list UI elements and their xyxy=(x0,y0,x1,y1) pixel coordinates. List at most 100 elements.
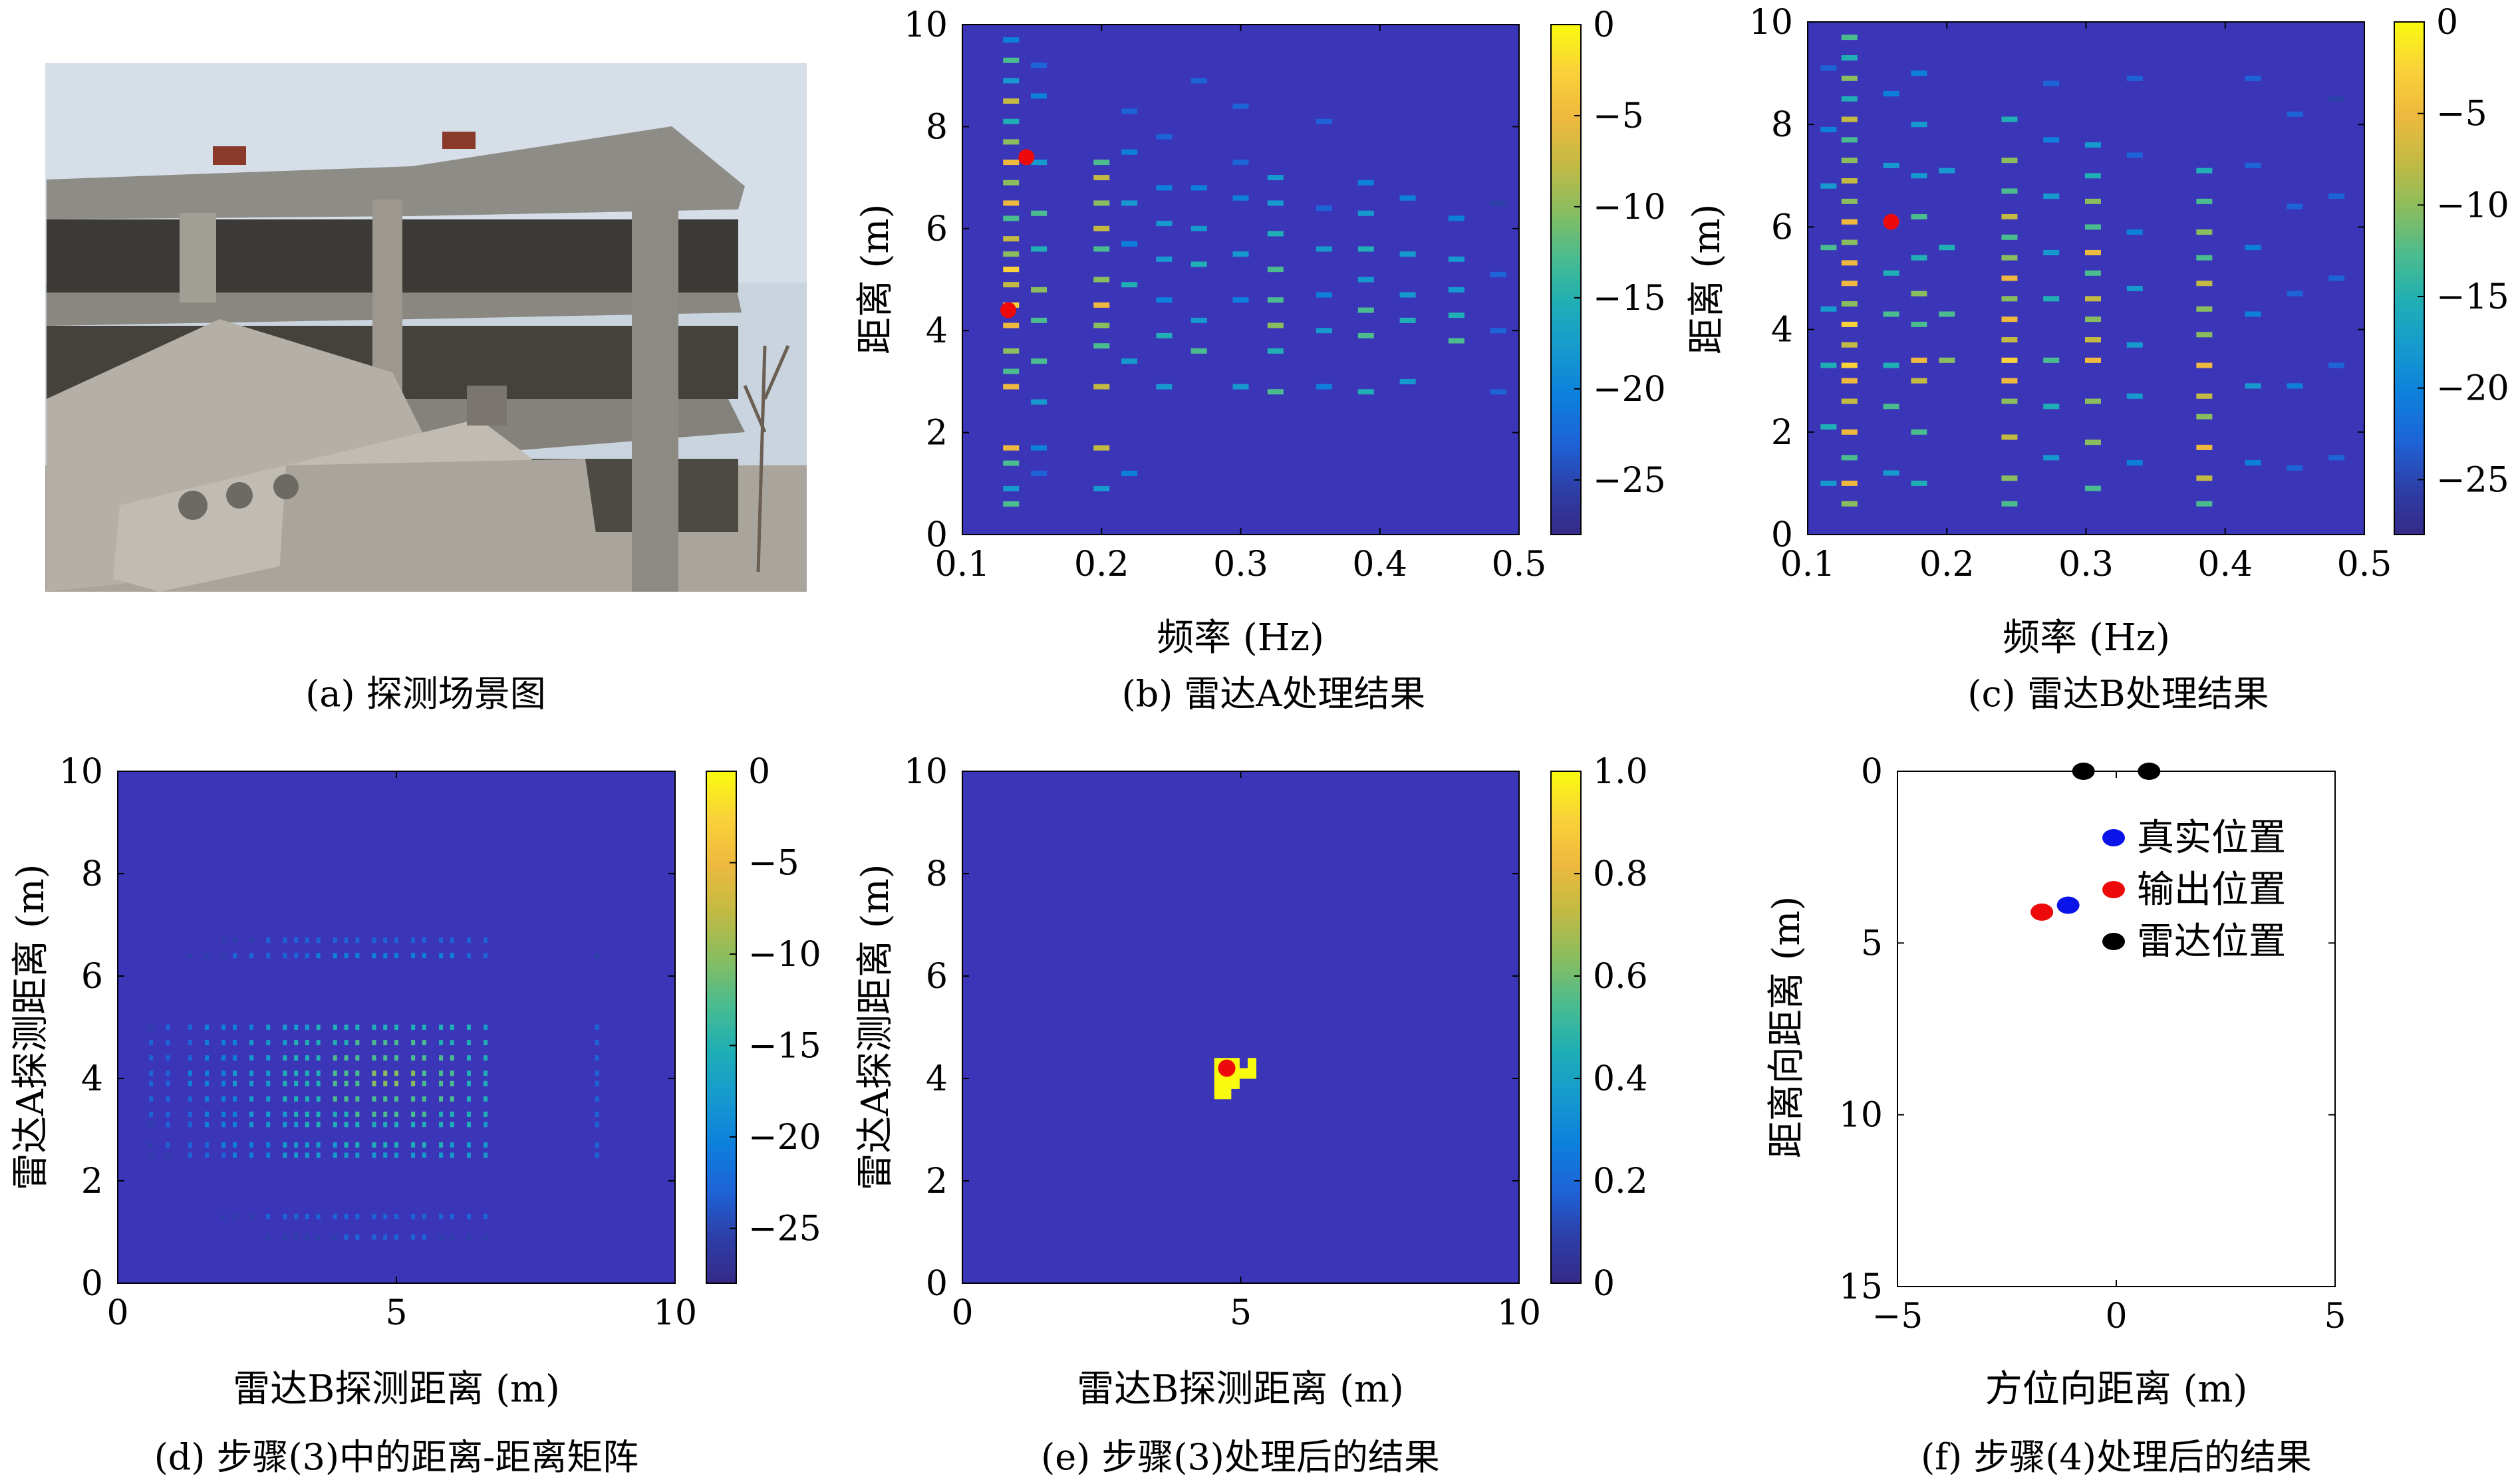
matrix-cell-d xyxy=(411,1055,416,1061)
matrix-cell-d xyxy=(484,1080,488,1086)
heatmap-cell-c xyxy=(1883,270,1899,276)
heatmap-cells-c xyxy=(1820,35,2345,507)
heatmap-cell-b xyxy=(1031,93,1048,99)
heatmap-cell-b xyxy=(1031,210,1048,216)
region-cell-e xyxy=(1247,1068,1257,1079)
matrix-cell-d xyxy=(383,1152,388,1158)
caption-d: (d) 步骤(3)中的距离-距离矩阵 xyxy=(154,1436,639,1478)
heatmap-cell-b xyxy=(1003,160,1020,166)
matrix-cell-d xyxy=(316,1080,321,1086)
matrix-cell-d xyxy=(249,1070,254,1076)
matrix-cell-d xyxy=(221,1055,226,1061)
cbtick-label-c: −15 xyxy=(2436,277,2509,317)
xtick-label-c: 0.1 xyxy=(1780,545,1836,584)
heatmap-cell-b xyxy=(1448,287,1465,293)
matrix-cell-d xyxy=(450,937,454,943)
heatmap-cell-b xyxy=(1031,160,1048,166)
matrix-cell-d xyxy=(466,1142,471,1148)
matrix-cell-d xyxy=(205,1096,210,1102)
matrix-cell-d xyxy=(232,1096,237,1102)
matrix-cell-d xyxy=(394,1055,398,1061)
matrix-cell-d xyxy=(283,1234,287,1240)
matrix-cell-d xyxy=(188,1070,192,1076)
panel-c: 0.1 0.2 0.3 0.4 0.5 0 2 4 6 8 10 频率 (Hz) 距离 (m) 0 −… xyxy=(1685,3,2509,715)
heatmap-cell-b xyxy=(1490,200,1506,206)
matrix-cell-d xyxy=(305,1070,309,1076)
caption-b: (b) 雷达A处理结果 xyxy=(1122,673,1426,715)
heatmap-cell-b xyxy=(1003,368,1020,374)
region-cell-e xyxy=(1222,1088,1232,1100)
heatmap-cell-c xyxy=(1841,501,1858,507)
matrix-cell-d xyxy=(372,937,376,943)
cbtick-label-d: −20 xyxy=(748,1118,821,1158)
matrix-cell-d xyxy=(344,953,349,959)
matrix-cell-d xyxy=(355,1152,360,1158)
heatmap-cell-b xyxy=(1267,175,1284,181)
matrix-cell-d xyxy=(249,1080,254,1086)
heatmap-cell-b xyxy=(1490,271,1506,277)
matrix-cell-d xyxy=(294,1025,299,1030)
matrix-cell-d xyxy=(484,1070,488,1076)
heatmap-cell-c xyxy=(2084,439,2101,445)
heatmap-cell-c xyxy=(1841,158,1858,164)
matrix-cell-d xyxy=(450,953,454,959)
heatmap-cell-c xyxy=(2126,75,2143,81)
xtick-label-c: 0.4 xyxy=(2197,545,2253,584)
matrix-cell-d xyxy=(411,1025,416,1030)
cbtick-label-d: 0 xyxy=(748,752,770,792)
matrix-cell-d xyxy=(411,1040,416,1046)
heatmap-cell-b xyxy=(1003,180,1020,186)
heatmap-cell-b xyxy=(1232,160,1249,166)
heatmap-cell-c xyxy=(1939,245,1955,251)
matrix-cell-d xyxy=(355,953,360,959)
matrix-cell-d xyxy=(595,1122,599,1128)
matrix-cell-d xyxy=(283,1025,287,1030)
heatmap-cell-b xyxy=(1031,399,1048,405)
heatmap-cell-c xyxy=(2196,444,2213,450)
matrix-cell-d xyxy=(450,1080,454,1086)
matrix-cell-d xyxy=(221,953,226,959)
heatmap-cell-c xyxy=(1883,470,1899,476)
xtick-label-c: 0.5 xyxy=(2337,545,2392,584)
matrix-cell-d xyxy=(266,1070,271,1076)
xlabel-e: 雷达B探测距离 (m) xyxy=(1077,1368,1404,1411)
matrix-cell-d xyxy=(232,1152,237,1158)
heatmap-cell-b xyxy=(1121,108,1138,114)
matrix-cell-d xyxy=(283,1142,287,1148)
matrix-cell-d xyxy=(595,1142,599,1148)
matrix-cell-d xyxy=(294,1213,299,1219)
point-真实位置 xyxy=(2056,896,2080,914)
matrix-cell-d xyxy=(283,953,287,959)
heatmap-cell-c xyxy=(2043,404,2060,410)
matrix-cell-d xyxy=(439,1234,444,1240)
matrix-cell-d xyxy=(316,1234,321,1240)
heatmap-cell-c xyxy=(1939,357,1955,363)
heatmap-cell-c xyxy=(2328,96,2345,102)
heatmap-cell-c xyxy=(2001,255,2018,261)
heatmap-cell-c xyxy=(2001,357,2018,363)
marker-b xyxy=(1018,149,1035,166)
heatmap-cell-c xyxy=(1911,291,1927,297)
region-cell-e xyxy=(1230,1078,1240,1089)
cbtick-label-e: 0.8 xyxy=(1593,854,1648,894)
matrix-cell-d xyxy=(394,1096,398,1102)
heatmap-cell-b xyxy=(1357,389,1374,395)
ytick-label-e: 10 xyxy=(904,752,948,792)
heatmap-cell-b xyxy=(1316,205,1333,211)
heatmap-cell-b xyxy=(1121,241,1138,247)
matrix-cell-d xyxy=(232,1055,237,1061)
matrix-cell-d xyxy=(450,1055,454,1061)
heatmap-cell-b xyxy=(1399,251,1416,257)
matrix-cell-d xyxy=(333,1213,337,1219)
matrix-cell-d xyxy=(266,1111,271,1117)
heatmap-cell-b xyxy=(1031,62,1048,68)
matrix-cell-d xyxy=(466,1080,471,1086)
heatmap-cell-c xyxy=(2196,306,2213,312)
heatmap-cell-c xyxy=(1883,311,1899,317)
xlabel-b: 频率 (Hz) xyxy=(1157,616,1324,660)
matrix-cell-d xyxy=(355,1080,360,1086)
markers-c xyxy=(1883,213,1899,230)
colorbar-c xyxy=(2394,21,2425,535)
matrix-cell-d xyxy=(484,1096,488,1102)
